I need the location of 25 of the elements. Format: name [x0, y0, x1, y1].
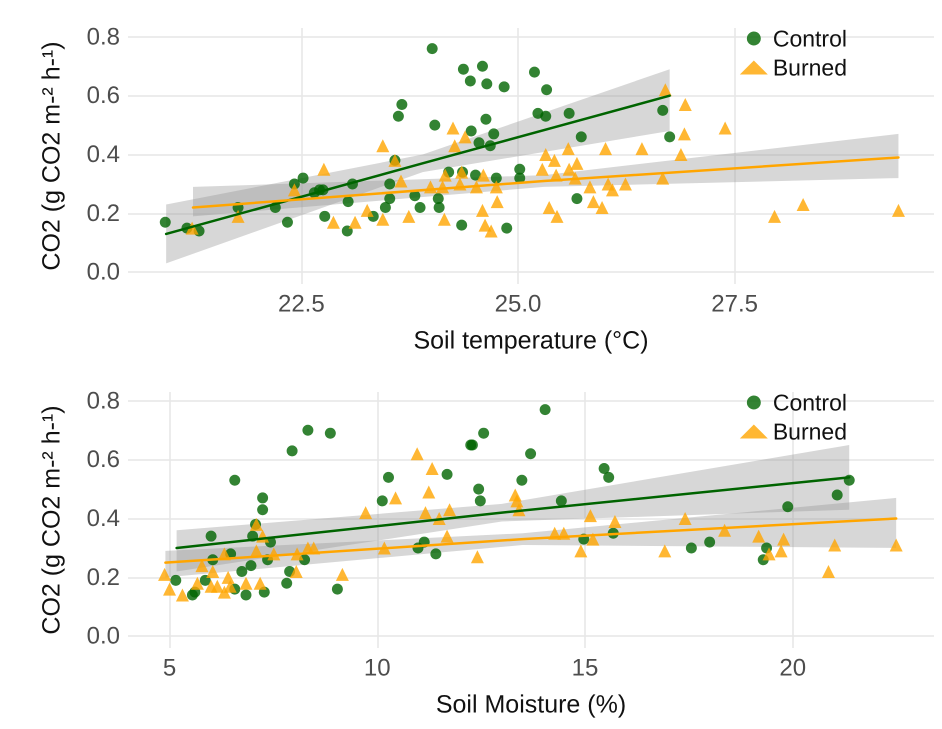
x-tick-label: 15	[572, 654, 598, 682]
legend-label: Burned	[772, 418, 848, 444]
x-tick-label: 27.5	[711, 290, 758, 318]
y-tick-label: 0.8	[86, 387, 120, 414]
x-tick-label: 5	[162, 654, 176, 682]
x-axis-title: Soil temperature (°C)	[413, 326, 649, 354]
x-tick-label: 25.0	[494, 290, 542, 318]
y-axis-title: CO2 (g CO2 m-² h-¹)	[38, 41, 66, 271]
y-tick-label: 0.0	[86, 258, 120, 286]
y-tick-label: 0.0	[86, 622, 120, 650]
y-tick-label: 0.6	[86, 446, 120, 474]
x-tick-label: 10	[364, 654, 391, 682]
y-tick-label: 0.2	[86, 564, 120, 591]
x-axis-title: Soil Moisture (%)	[436, 690, 626, 718]
legend-label: Burned	[772, 54, 848, 80]
x-tick-label: 20	[779, 654, 806, 682]
y-tick-label: 0.6	[86, 82, 120, 110]
x-tick-label: 22.5	[278, 290, 325, 318]
legend-label: Control	[772, 26, 847, 52]
y-tick-label: 0.2	[86, 200, 120, 227]
legend-label: Control	[772, 390, 847, 416]
y-axis-title: CO2 (g CO2 m-² h-¹)	[38, 405, 66, 635]
y-tick-label: 0.4	[86, 141, 120, 168]
y-tick-label: 0.4	[86, 505, 120, 532]
y-tick-label: 0.8	[86, 23, 120, 50]
